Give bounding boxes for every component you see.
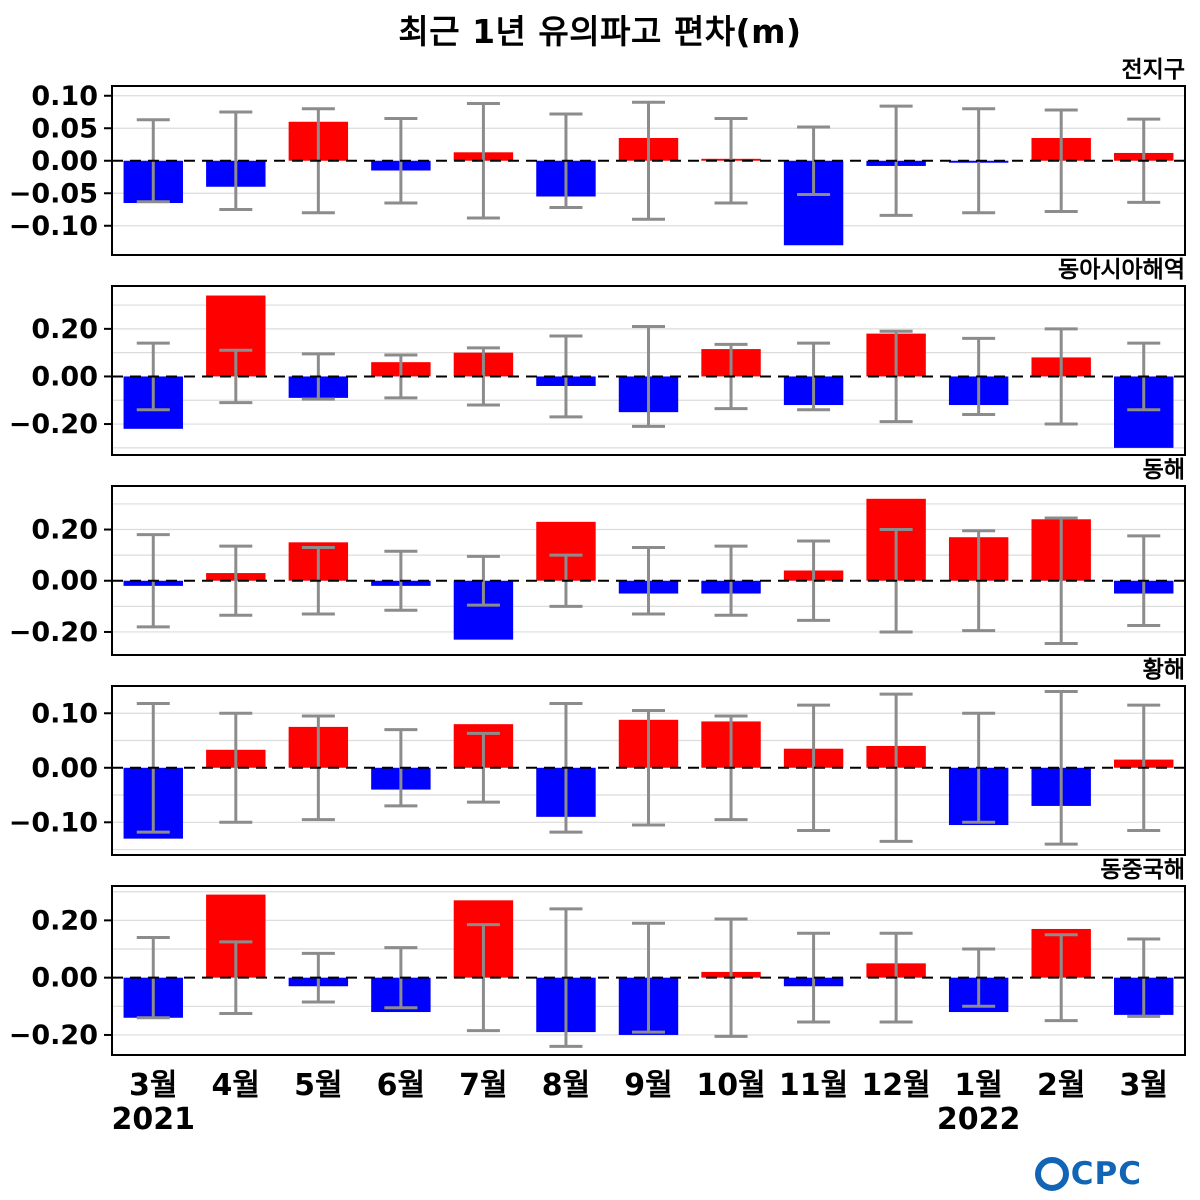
bar-chart-global: 0.100.050.00−0.05−0.10 bbox=[9, 83, 1186, 256]
y-tick-label: 0.00 bbox=[31, 361, 98, 392]
y-tick-label: 0.20 bbox=[31, 314, 98, 345]
month-label: 4월 bbox=[211, 1068, 261, 1103]
y-tick-label: 0.00 bbox=[31, 146, 98, 177]
month-label: 9월 bbox=[624, 1068, 673, 1103]
ocpc-logo: CPC bbox=[1034, 1156, 1142, 1192]
panel-label-east-sea: 동해 bbox=[1142, 457, 1185, 483]
x-axis-month-labels: 3월 4월 5월 6월 7월 8월 9월 10월 11월 12월 1월 2월 3월 bbox=[0, 1058, 1200, 1103]
year-label: 2022 bbox=[936, 1102, 1021, 1137]
panel-label-global: 전지구 bbox=[1121, 57, 1185, 83]
page-title: 최근 1년 유의파고 편차(m) bbox=[398, 12, 802, 51]
month-label: 12월 bbox=[861, 1068, 931, 1103]
y-tick-label: −0.05 bbox=[9, 178, 98, 209]
bar-chart-east-asia: 0.20 0.00 −0.20 bbox=[9, 285, 1186, 456]
panel-border bbox=[111, 885, 1186, 1056]
bar-chart-yellow-sea: 0.10 0.00 −0.10 bbox=[9, 685, 1186, 856]
x-axis-year-labels: 2021 2022 bbox=[0, 1098, 1200, 1142]
y-tick-label: 0.00 bbox=[31, 963, 98, 994]
y-tick-label: 0.20 bbox=[31, 515, 98, 546]
ocpc-circle-icon bbox=[1034, 1157, 1069, 1191]
month-label: 6월 bbox=[376, 1068, 426, 1103]
panel-border bbox=[111, 285, 1186, 456]
year-label: 2021 bbox=[111, 1102, 196, 1137]
chart-panel-east-asia: 동아시아해역 0.20 0.00 −0.20 bbox=[0, 258, 1200, 458]
ocpc-logo-text: CPC bbox=[1070, 1156, 1142, 1192]
panel-label-east-china-sea: 동중국해 bbox=[1100, 857, 1185, 883]
y-tick-label: −0.10 bbox=[9, 807, 98, 838]
month-label: 11월 bbox=[778, 1068, 849, 1103]
panel-border bbox=[111, 85, 1186, 256]
y-tick-label: 0.05 bbox=[31, 113, 98, 144]
y-tick-label: −0.20 bbox=[9, 1020, 98, 1051]
y-tick-label: 0.10 bbox=[31, 698, 98, 729]
panel-label-yellow-sea: 황해 bbox=[1142, 657, 1185, 683]
month-label: 3월 bbox=[129, 1068, 178, 1103]
month-label: 1월 bbox=[954, 1068, 1003, 1103]
y-tick-label: 0.00 bbox=[31, 566, 98, 597]
chart-panel-global: 전지구 0.10 0.05 0.00 −0.05 −0.10 bbox=[0, 58, 1200, 258]
month-label: 10월 bbox=[696, 1068, 766, 1103]
panel-border bbox=[111, 485, 1186, 656]
y-tick-label: 0.00 bbox=[31, 753, 98, 784]
y-tick-label: −0.20 bbox=[9, 617, 98, 648]
y-tick-label: 0.20 bbox=[31, 905, 98, 936]
month-label: 2월 bbox=[1036, 1068, 1086, 1103]
chart-panel-east-sea: 동해 0.20 0.00 −0.20 bbox=[0, 458, 1200, 658]
chart-panel-east-china-sea: 동중국해 0.20 0.00 −0.20 bbox=[0, 858, 1200, 1058]
y-tick-label: 0.10 bbox=[31, 83, 98, 112]
bar-chart-east-sea: 0.20 0.00 −0.20 bbox=[9, 485, 1186, 656]
panel-border bbox=[111, 685, 1186, 856]
y-tick-label: −0.20 bbox=[9, 409, 98, 440]
panel-label-east-asia: 동아시아해역 bbox=[1058, 257, 1185, 283]
y-tick-label: −0.10 bbox=[9, 211, 98, 242]
month-label: 7월 bbox=[459, 1068, 508, 1103]
chart-panel-yellow-sea: 황해 0.10 0.00 −0.10 bbox=[0, 658, 1200, 858]
bar-chart-east-china-sea: 0.20 0.00 −0.20 bbox=[9, 885, 1186, 1056]
month-label: 5월 bbox=[294, 1068, 343, 1103]
month-label: 3월 bbox=[1119, 1068, 1168, 1103]
month-label: 8월 bbox=[541, 1068, 591, 1103]
